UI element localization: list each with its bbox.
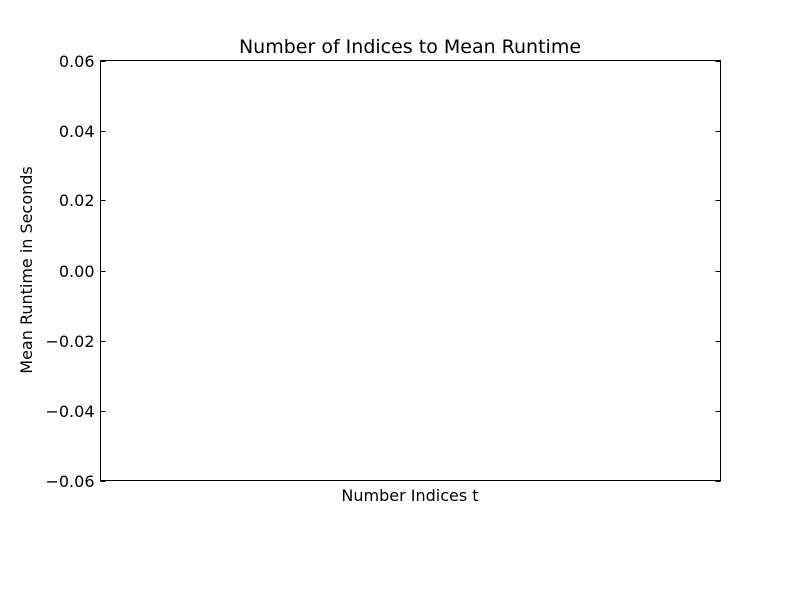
y-tick-label: −0.04 bbox=[45, 402, 94, 421]
x-axis-label: Number Indices t bbox=[341, 486, 478, 505]
chart-title: Number of Indices to Mean Runtime bbox=[239, 36, 581, 58]
y-tick-label: −0.06 bbox=[45, 472, 94, 491]
y-tick-label: −0.02 bbox=[45, 332, 94, 351]
y-tick-label: 0.04 bbox=[59, 122, 95, 141]
plot-area bbox=[100, 60, 721, 481]
y-axis: 0.06 0.04 0.02 0.00 −0.02 −0.04 −0.06 bbox=[45, 52, 721, 491]
y-tick-label: 0.02 bbox=[59, 191, 95, 210]
y-axis-label: Mean Runtime in Seconds bbox=[17, 166, 36, 373]
y-tick-label: 0.00 bbox=[59, 262, 95, 281]
y-tick-label: 0.06 bbox=[59, 52, 95, 71]
